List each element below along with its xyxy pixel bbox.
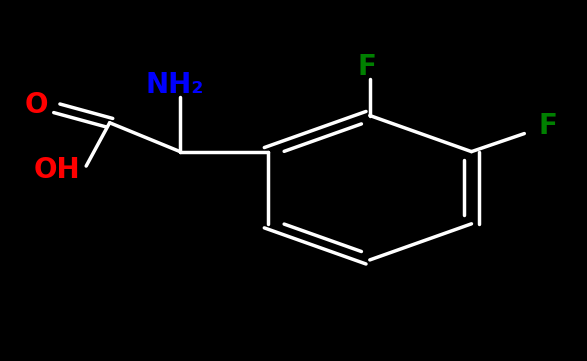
Text: NH₂: NH₂ (145, 71, 204, 99)
Text: F: F (357, 53, 376, 81)
Text: O: O (25, 91, 48, 119)
Text: F: F (538, 112, 557, 140)
Text: OH: OH (33, 156, 80, 184)
